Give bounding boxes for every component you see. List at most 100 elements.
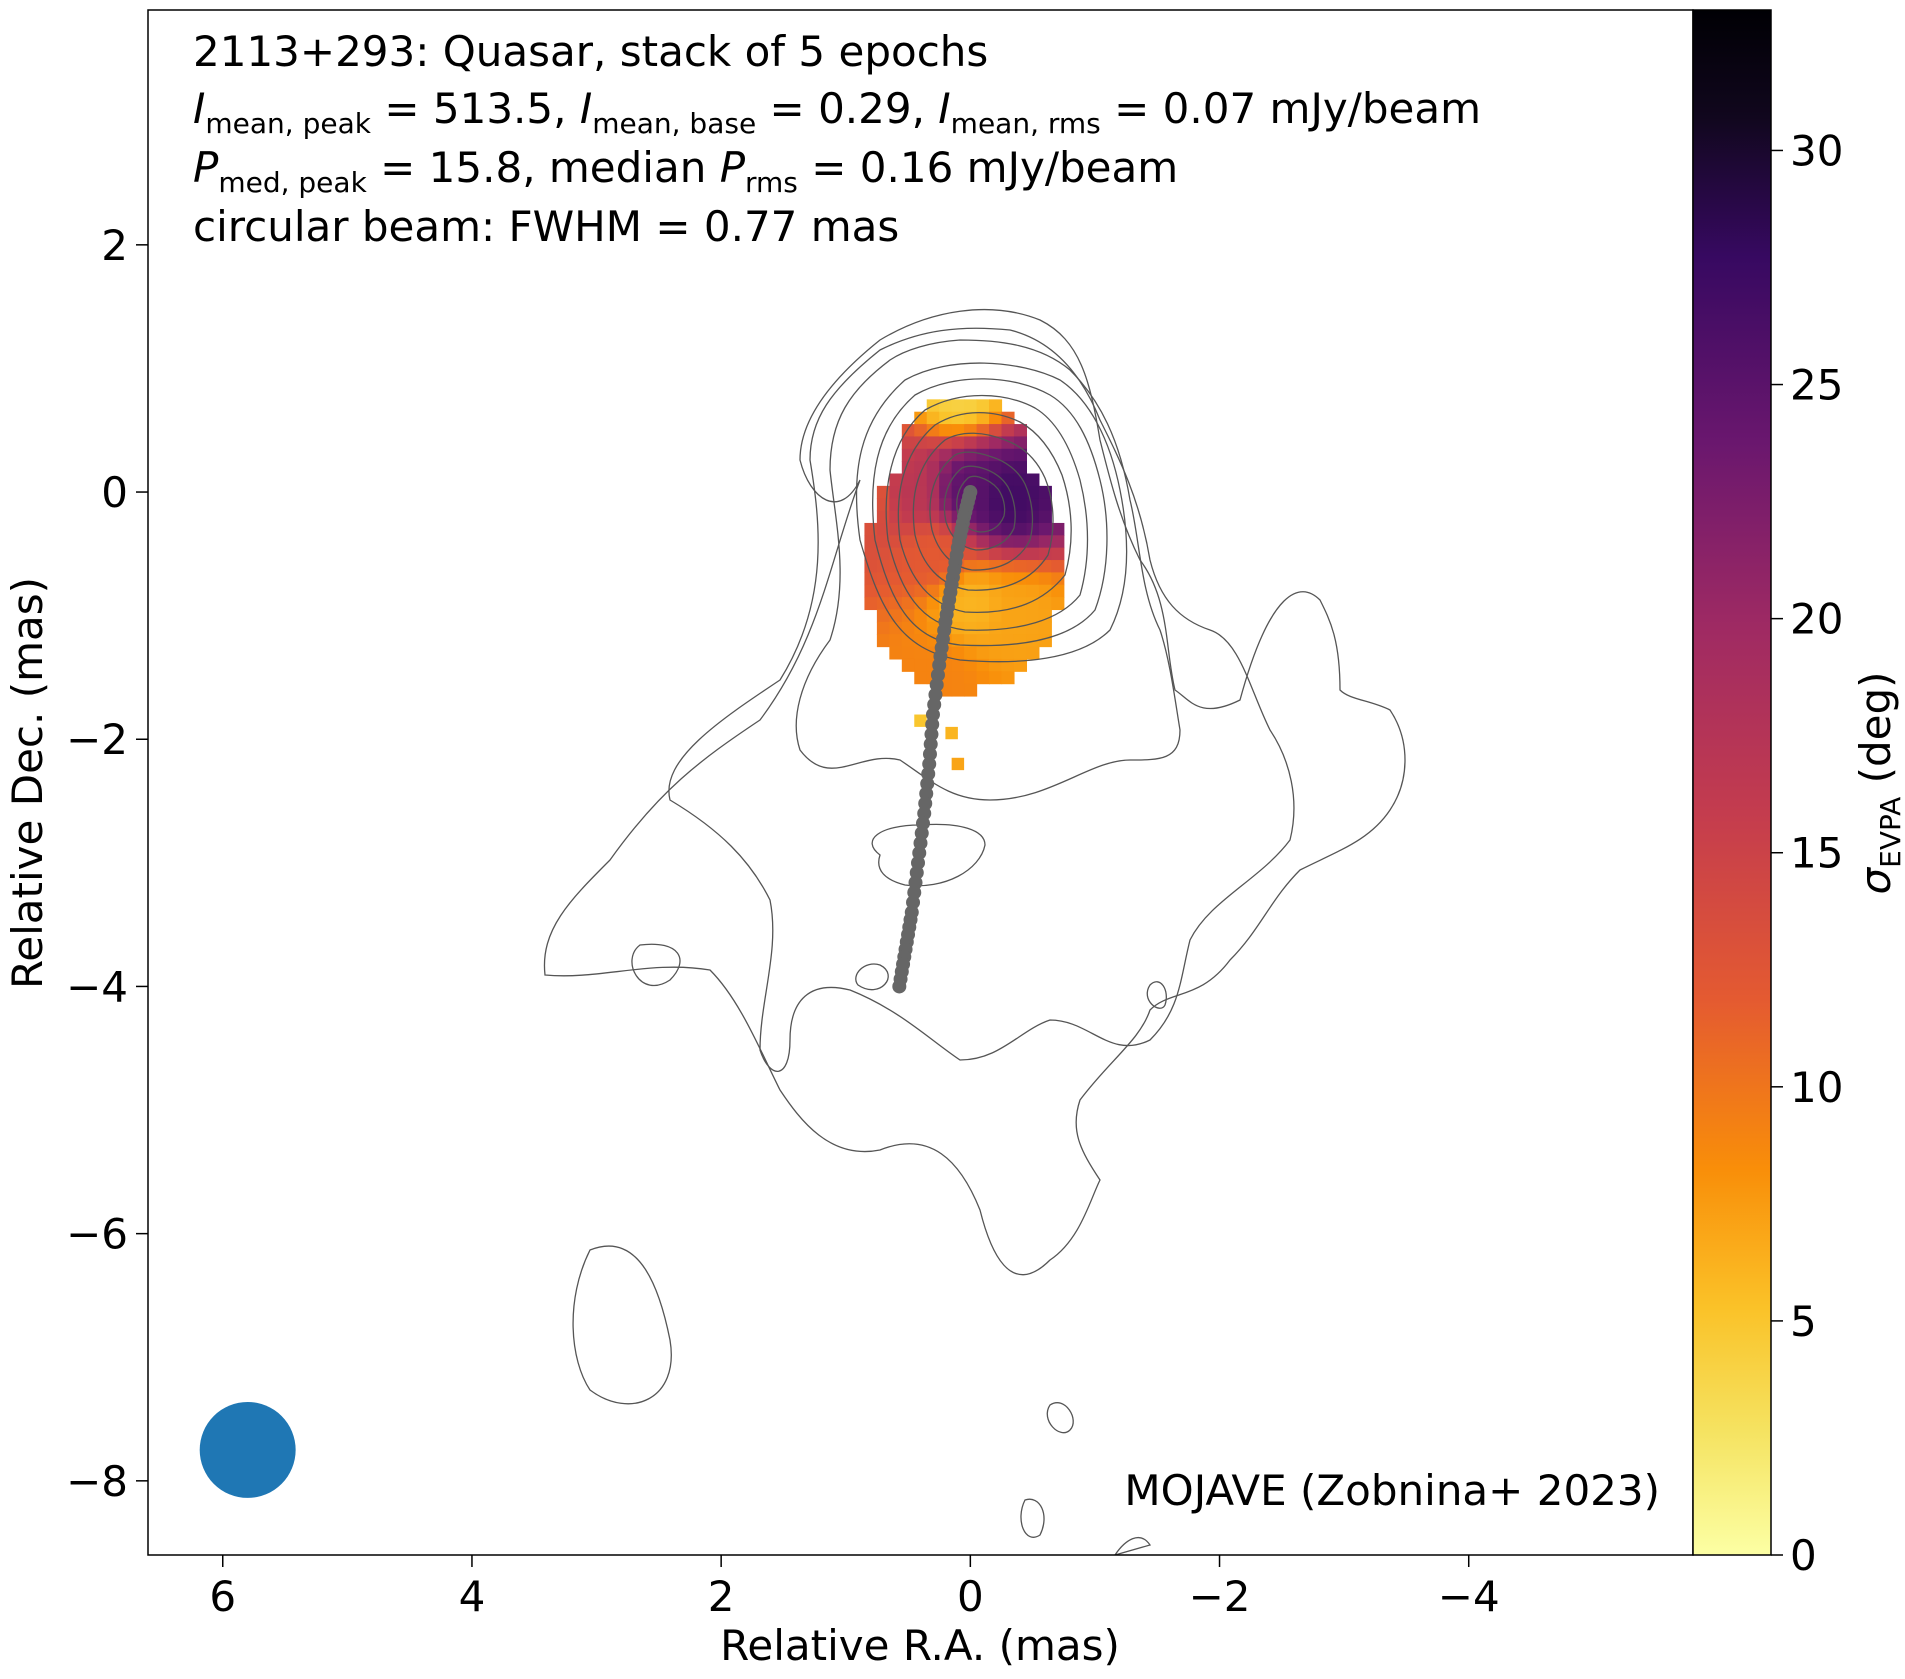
evpa-pixel bbox=[976, 535, 990, 549]
evpa-pixel bbox=[976, 436, 990, 450]
evpa-pixel bbox=[1013, 634, 1028, 648]
evpa-pixel bbox=[1013, 609, 1028, 623]
evpa-pixel bbox=[926, 424, 940, 438]
evpa-pixel bbox=[976, 461, 990, 475]
colorbar-tick-label: 25 bbox=[1790, 361, 1843, 410]
evpa-pixel bbox=[901, 485, 915, 499]
evpa-pixel bbox=[976, 411, 990, 425]
evpa-pixel bbox=[1038, 510, 1052, 524]
evpa-pixel bbox=[876, 634, 890, 648]
contour-island-small bbox=[855, 963, 889, 991]
evpa-pixel bbox=[901, 510, 915, 524]
contour-outer bbox=[543, 308, 1406, 1276]
evpa-pixel bbox=[951, 399, 965, 413]
evpa-pixel bbox=[1038, 621, 1052, 635]
x-tick-label: 2 bbox=[708, 1572, 735, 1621]
evpa-pixel bbox=[914, 646, 928, 660]
evpa-pixel bbox=[1001, 646, 1015, 660]
evpa-pixel bbox=[876, 584, 890, 598]
evpa-pixel bbox=[989, 597, 1003, 611]
evpa-pixel bbox=[914, 411, 928, 425]
evpa-pixel bbox=[1013, 461, 1028, 475]
evpa-pixel bbox=[1001, 522, 1015, 536]
evpa-pixel bbox=[939, 522, 953, 536]
evpa-pixel bbox=[939, 461, 953, 475]
contour-island-right bbox=[1146, 981, 1167, 1009]
evpa-pixel bbox=[939, 448, 953, 462]
info-symbol: I bbox=[938, 84, 950, 133]
evpa-pixel bbox=[889, 621, 903, 635]
evpa-pixel bbox=[889, 646, 903, 660]
evpa-pixel bbox=[1013, 560, 1028, 573]
evpa-pixel bbox=[976, 399, 990, 413]
contour-island-bottom bbox=[1020, 1498, 1045, 1538]
evpa-pixel bbox=[1038, 609, 1052, 623]
info-text: = 513.5, bbox=[371, 84, 580, 133]
evpa-pixel bbox=[951, 609, 965, 623]
evpa-pixel bbox=[964, 646, 978, 660]
evpa-pixel bbox=[901, 658, 915, 672]
info-subscript: mean, peak bbox=[205, 107, 371, 140]
evpa-pixel bbox=[914, 560, 928, 573]
evpa-pixel bbox=[1001, 609, 1015, 623]
evpa-pixel bbox=[1051, 572, 1065, 586]
contour-second bbox=[668, 327, 1295, 1072]
contour-10 bbox=[943, 465, 1016, 551]
evpa-pixel bbox=[914, 621, 928, 635]
evpa-pixel bbox=[1013, 584, 1028, 598]
evpa-pixel bbox=[1013, 646, 1028, 660]
evpa-pixel bbox=[976, 572, 990, 586]
evpa-pixel bbox=[1013, 424, 1028, 438]
evpa-pixel bbox=[945, 726, 958, 740]
evpa-pixel bbox=[876, 560, 890, 573]
evpa-pixel bbox=[976, 510, 990, 524]
evpa-pixel bbox=[1026, 522, 1040, 536]
evpa-pixel bbox=[976, 584, 990, 598]
evpa-pixel bbox=[914, 498, 928, 512]
evpa-pixel bbox=[926, 522, 940, 536]
evpa-pixel bbox=[951, 683, 965, 697]
evpa-pixel bbox=[964, 658, 978, 672]
evpa-pixel bbox=[989, 547, 1003, 561]
evpa-pixel bbox=[901, 646, 915, 660]
evpa-pixel bbox=[1013, 510, 1028, 524]
evpa-pixel bbox=[1038, 535, 1052, 549]
evpa-pixel bbox=[914, 572, 928, 586]
evpa-pixel bbox=[951, 461, 965, 475]
contour-9 bbox=[929, 451, 1034, 571]
evpa-pixel bbox=[901, 634, 915, 648]
info-subscript: rms bbox=[745, 166, 798, 199]
evpa-pixel bbox=[914, 609, 928, 623]
evpa-pixel bbox=[889, 597, 903, 611]
evpa-pixel bbox=[1026, 572, 1040, 586]
colorbar-tick-label: 0 bbox=[1790, 1531, 1817, 1580]
evpa-pixel bbox=[901, 498, 915, 512]
evpa-pixel bbox=[889, 510, 903, 524]
evpa-pixel bbox=[1038, 597, 1052, 611]
evpa-pixel bbox=[976, 671, 990, 685]
evpa-pixel bbox=[1026, 621, 1040, 635]
info-subscript: med, peak bbox=[218, 166, 367, 199]
evpa-pixel bbox=[1001, 658, 1015, 672]
info-text-block: 2113+293: Quasar, stack of 5 epochs Imea… bbox=[193, 27, 1481, 251]
contour-8 bbox=[912, 432, 1054, 591]
evpa-pixel bbox=[901, 621, 915, 635]
evpa-pixel bbox=[914, 522, 928, 536]
evpa-pixel bbox=[1051, 547, 1065, 561]
evpa-pixel bbox=[964, 424, 978, 438]
evpa-pixel bbox=[1051, 522, 1065, 536]
evpa-pixel bbox=[1038, 584, 1052, 598]
colorbar-tick-label: 5 bbox=[1790, 1297, 1817, 1346]
evpa-pixel bbox=[1013, 658, 1028, 672]
evpa-pixel bbox=[1051, 597, 1065, 611]
info-text: = 0.07 mJy/beam bbox=[1101, 84, 1481, 133]
evpa-pixel bbox=[1001, 560, 1015, 573]
evpa-pixel bbox=[951, 646, 965, 660]
evpa-pixel bbox=[951, 658, 965, 672]
evpa-pixel bbox=[1026, 584, 1040, 598]
evpa-pixel bbox=[989, 572, 1003, 586]
evpa-pixel bbox=[876, 621, 890, 635]
x-axis-ticks: 6 4 2 0 −2 −4 bbox=[209, 1555, 1500, 1621]
evpa-pixel bbox=[1026, 646, 1040, 660]
evpa-pixel bbox=[864, 547, 878, 561]
